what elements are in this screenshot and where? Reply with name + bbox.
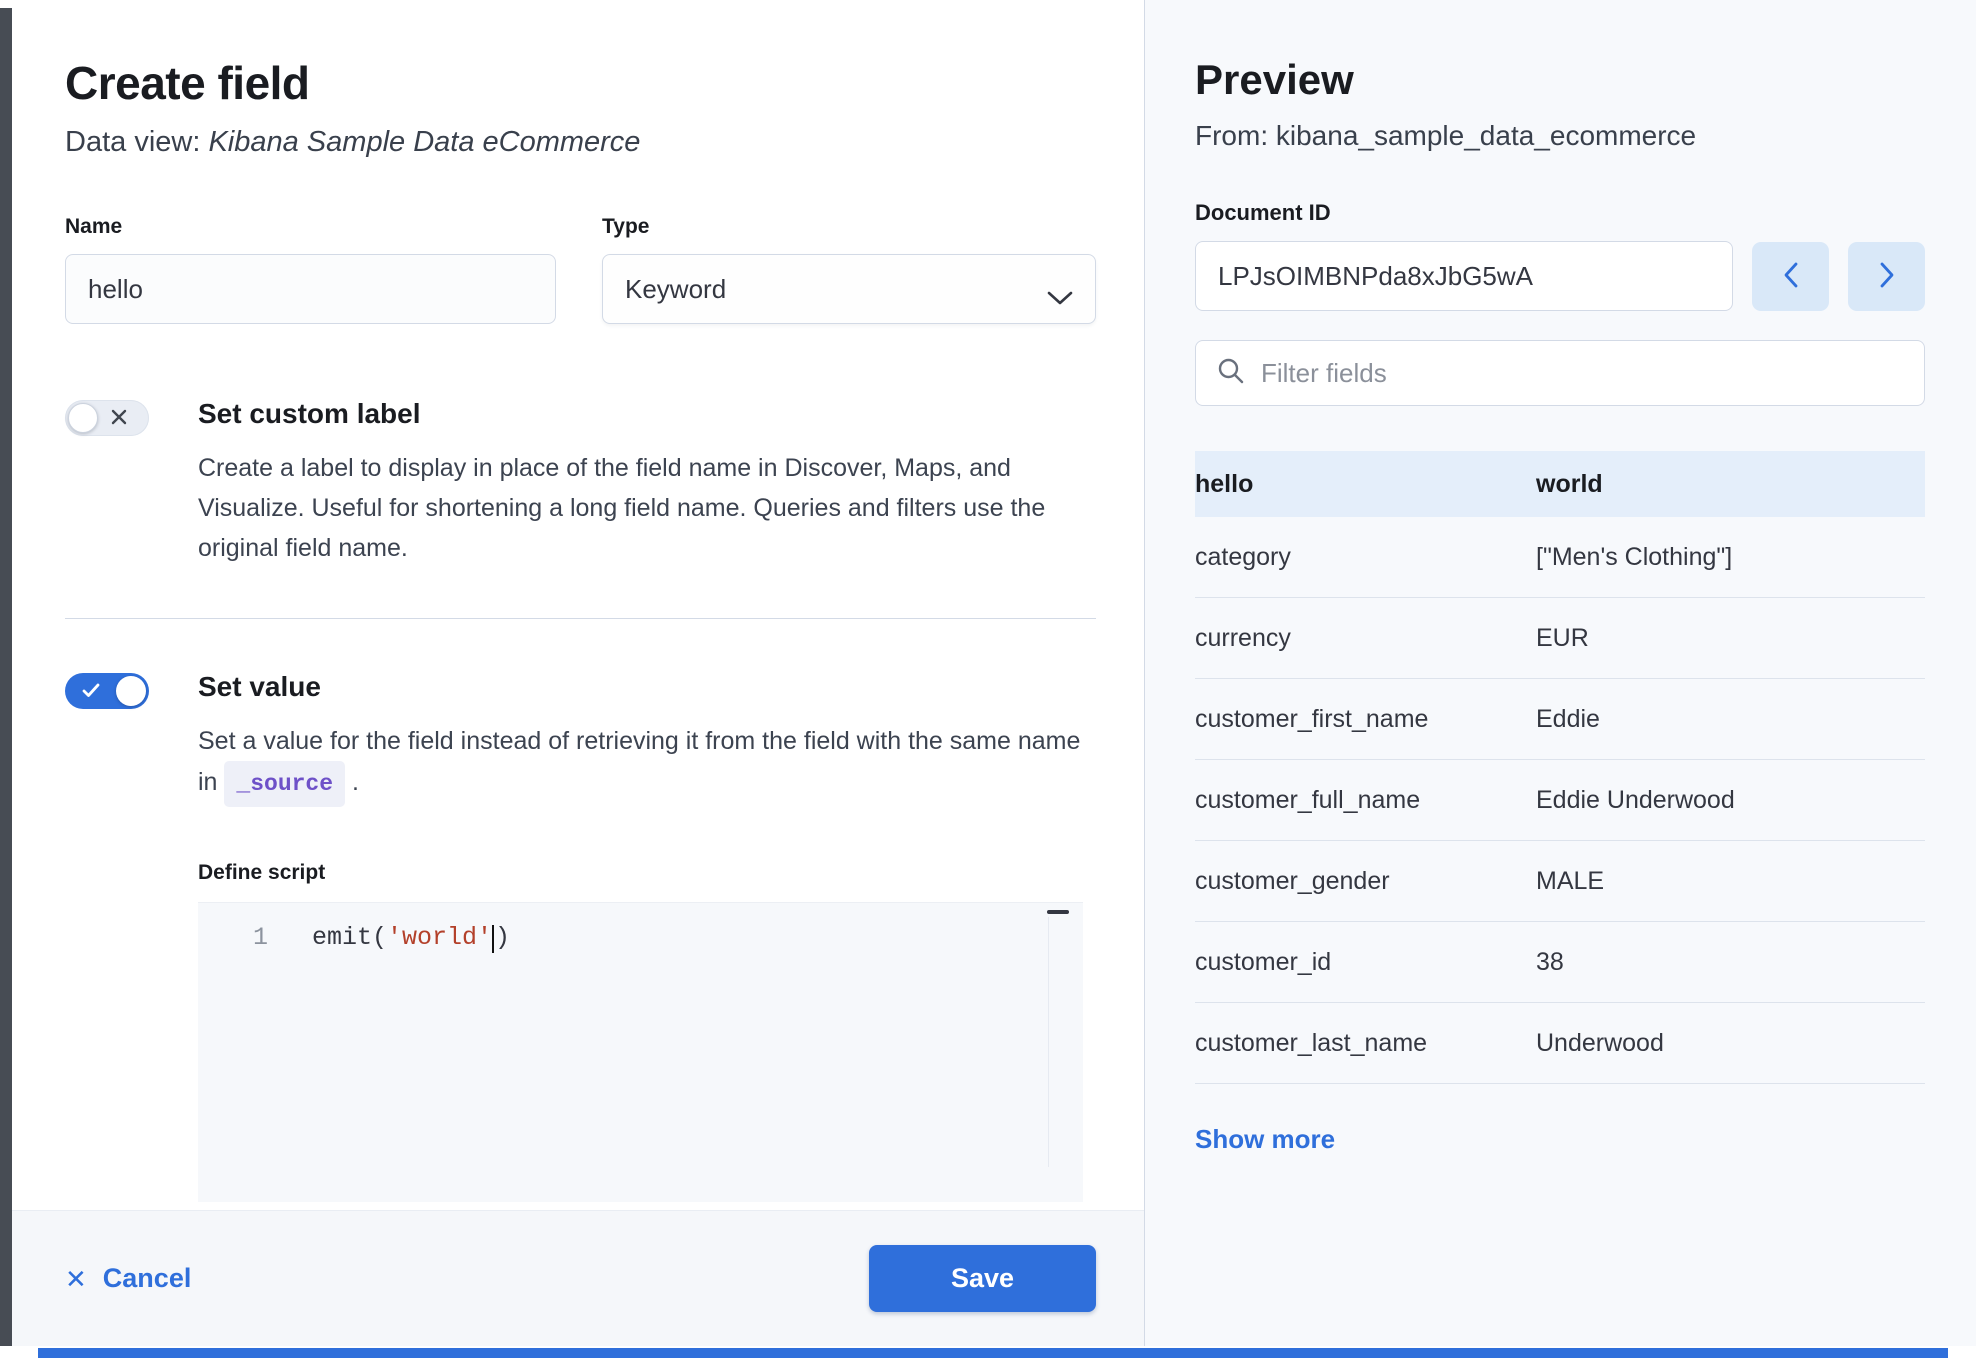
set-value-desc-end: . [345, 768, 359, 796]
toggle-thumb [116, 676, 146, 706]
name-input[interactable] [65, 254, 556, 324]
name-type-row: Name Type Keyword [65, 215, 1096, 324]
cross-icon [109, 407, 129, 432]
table-row: currency EUR [1195, 598, 1925, 679]
field-name-cell: category [1195, 542, 1291, 571]
check-icon [82, 683, 100, 703]
field-name-cell: customer_first_name [1195, 704, 1429, 733]
chevron-down-icon [1047, 282, 1073, 313]
name-field-label: Name [65, 215, 123, 238]
set-custom-label-toggle[interactable] [65, 400, 149, 436]
set-value-content: Set value Set a value for the field inst… [198, 671, 1096, 807]
field-name-cell: currency [1195, 623, 1291, 652]
cancel-label: Cancel [102, 1263, 192, 1293]
create-field-panel: Create field Data view: Kibana Sample Da… [12, 0, 1144, 1346]
background-bottom-edge [38, 1348, 1948, 1358]
search-icon [1216, 356, 1246, 391]
show-more-link[interactable]: Show more [1195, 1124, 1336, 1154]
field-name-cell: customer_id [1195, 947, 1332, 976]
line-number: 1 [252, 923, 268, 952]
field-value-cell: Underwood [1536, 1028, 1664, 1057]
document-id-row [1195, 241, 1925, 311]
close-icon: ✕ [65, 1263, 87, 1294]
type-field-label: Type [602, 215, 650, 238]
field-name-cell: customer_gender [1195, 866, 1390, 895]
header-field-cell: hello [1195, 469, 1254, 498]
editor-resize-handle[interactable] [1047, 910, 1069, 914]
set-value-section: Set value Set a value for the field inst… [65, 671, 1096, 807]
preview-from-line: From: kibana_sample_data_ecommerce [1195, 120, 1697, 151]
code-token-close: ) [495, 923, 511, 952]
script-code: emit('world') [312, 921, 510, 955]
set-value-toggle-col [65, 671, 198, 709]
data-view-subtitle: Data view: Kibana Sample Data eCommerce [65, 126, 1096, 159]
name-field-group: Name [65, 215, 556, 324]
background-left-edge [0, 8, 12, 1346]
field-value-cell: Eddie Underwood [1536, 785, 1735, 814]
document-id-input[interactable] [1195, 241, 1733, 311]
chevron-left-icon [1782, 261, 1800, 292]
set-value-desc-start: Set a value for the field instead of ret… [198, 727, 1081, 796]
field-value-cell: EUR [1536, 623, 1589, 652]
cancel-button[interactable]: ✕ Cancel [65, 1263, 191, 1294]
code-token-emit: emit( [312, 923, 388, 952]
editor-scrollbar-track [1048, 917, 1049, 1167]
type-select-value: Keyword [625, 273, 727, 304]
chevron-right-icon [1878, 261, 1896, 292]
filter-fields-box [1195, 340, 1925, 406]
custom-label-section: Set custom label Create a label to displ… [65, 398, 1096, 568]
set-value-heading: Set value [198, 671, 321, 702]
subtitle-prefix: Data view: [65, 126, 209, 158]
create-field-flyout: Create field Data view: Kibana Sample Da… [12, 0, 1976, 1346]
define-script-block: Define script 1 emit('world') [198, 861, 1096, 1202]
save-button[interactable]: Save [869, 1245, 1096, 1312]
previous-document-button[interactable] [1752, 241, 1829, 311]
table-row: customer_first_name Eddie [1195, 679, 1925, 760]
preview-fields-table: hello world category ["Men's Clothing"] … [1195, 451, 1925, 1084]
table-row: customer_gender MALE [1195, 841, 1925, 922]
field-name-cell: customer_full_name [1195, 785, 1421, 814]
custom-label-description: Create a label to display in place of th… [198, 454, 1046, 562]
section-divider [65, 618, 1096, 619]
table-row: customer_last_name Underwood [1195, 1003, 1925, 1084]
type-select[interactable]: Keyword [602, 254, 1096, 324]
field-name-cell: customer_last_name [1195, 1028, 1428, 1057]
toggle-thumb [68, 403, 98, 433]
custom-label-heading: Set custom label [198, 398, 421, 429]
script-editor[interactable]: 1 emit('world') [198, 902, 1083, 1202]
source-code-chip: _source [224, 761, 346, 807]
table-row: customer_full_name Eddie Underwood [1195, 760, 1925, 841]
set-value-toggle[interactable] [65, 673, 149, 709]
table-row: customer_id 38 [1195, 922, 1925, 1003]
set-value-description: Set a value for the field instead of ret… [198, 721, 1096, 807]
next-document-button[interactable] [1848, 241, 1925, 311]
data-view-name: Kibana Sample Data eCommerce [208, 126, 641, 158]
code-token-string: 'world' [387, 923, 493, 952]
field-value-cell: MALE [1536, 866, 1605, 895]
filter-fields-input[interactable] [1261, 357, 1904, 389]
editor-line: 1 emit('world') [198, 921, 1083, 955]
custom-label-content: Set custom label Create a label to displ… [198, 398, 1096, 568]
type-field-group: Type Keyword [602, 215, 1096, 324]
text-cursor [492, 925, 495, 954]
field-value-cell: Eddie [1536, 704, 1600, 733]
preview-title: Preview [1195, 56, 1354, 103]
flyout-title: Create field [65, 57, 310, 109]
field-value-cell: ["Men's Clothing"] [1536, 542, 1733, 571]
table-row: category ["Men's Clothing"] [1195, 517, 1925, 598]
define-script-label: Define script [198, 861, 326, 884]
document-id-label: Document ID [1195, 200, 1331, 225]
table-header-row: hello world [1195, 451, 1925, 517]
field-value-cell: 38 [1536, 947, 1564, 976]
flyout-footer: ✕ Cancel Save [12, 1210, 1144, 1346]
header-value-cell: world [1536, 469, 1603, 498]
custom-label-toggle-col [65, 398, 198, 436]
preview-panel: Preview From: kibana_sample_data_ecommer… [1144, 0, 1976, 1346]
